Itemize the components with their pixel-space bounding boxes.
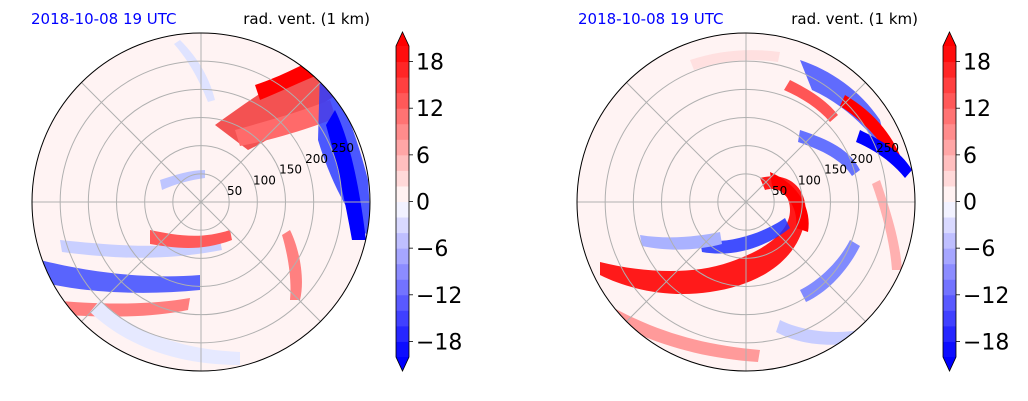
radial-label: 150: [279, 163, 302, 177]
radial-label: 200: [305, 152, 328, 166]
colorbar-tick-label: 18: [963, 51, 991, 76]
panel-left-title-left: 2018-10-08 19 UTC: [31, 10, 177, 28]
colorbar-level: [943, 263, 956, 280]
angular-gridline: [626, 201, 747, 322]
angular-gridline: [81, 82, 202, 203]
colorbar-level: [943, 46, 956, 63]
panel-left-frame: [31, 32, 371, 372]
colorbar-level: [943, 123, 956, 140]
radial-label: 150: [824, 163, 847, 177]
colorbar-level: [396, 92, 409, 109]
colorbar-level: [396, 139, 409, 156]
panel-right-title-left: 2018-10-08 19 UTC: [578, 10, 724, 28]
angular-gridline: [745, 82, 866, 203]
colorbar-level: [943, 232, 956, 249]
colorbar-level: [396, 217, 409, 234]
colorbar-level: [396, 201, 409, 218]
colorbar-level: [396, 263, 409, 280]
colorbar-level: [943, 294, 956, 311]
panel-left-colorbar: [395, 31, 413, 372]
colorbar-level: [396, 341, 409, 358]
angular-gridline: [626, 82, 747, 203]
colorbar-level: [943, 217, 956, 234]
colorbar-level: [943, 310, 956, 327]
panel-right-frame: [576, 32, 916, 372]
colorbar-extend-max: [943, 32, 956, 46]
angular-gridline: [745, 201, 866, 322]
colorbar-level: [943, 92, 956, 109]
colorbar-level: [396, 170, 409, 187]
panel-left-colorbar-ticks: −18 −12 −6 0 6 12 18: [416, 51, 462, 356]
colorbar-outline: [942, 31, 957, 372]
radial-label: 50: [227, 184, 242, 198]
colorbar-tick-label: 12: [416, 97, 444, 122]
angular-gridline: [81, 201, 202, 322]
colorbar-level: [943, 248, 956, 265]
colorbar-level: [396, 77, 409, 94]
colorbar-level: [943, 201, 956, 218]
colorbar-level: [943, 77, 956, 94]
colorbar-tick-label: −18: [416, 330, 462, 355]
panel-right-title-right: rad. vent. (1 km): [791, 10, 918, 28]
panel-left-grid: [32, 33, 370, 371]
colorbar-tick-label: 6: [963, 144, 977, 169]
panel-right-radial-labels: 50 100 150 200 250: [772, 141, 899, 198]
colorbar-outline: [395, 31, 410, 372]
panel-right-colorbar-ticks: −18 −12 −6 0 6 12 18: [963, 51, 1009, 356]
colorbar-level: [396, 185, 409, 202]
colorbar-level: [396, 46, 409, 63]
colorbar-level: [396, 279, 409, 296]
colorbar-level: [396, 310, 409, 327]
colorbar-level: [943, 154, 956, 171]
panel-right: 2018-10-08 19 UTC rad. vent. (1 km) 50 1…: [576, 10, 1009, 372]
colorbar-level: [943, 139, 956, 156]
panel-left-title-right: rad. vent. (1 km): [243, 10, 370, 28]
colorbar-level: [943, 341, 956, 358]
panel-right-grid: [577, 33, 915, 371]
colorbar-tick-label: 0: [416, 191, 430, 216]
radial-label: 250: [876, 141, 899, 155]
colorbar-level: [396, 154, 409, 171]
colorbar-level: [943, 185, 956, 202]
colorbar-level: [943, 108, 956, 125]
colorbar-extend-max: [396, 32, 409, 46]
colorbar-tick-label: −6: [963, 237, 995, 262]
colorbar-tick-label: 12: [963, 97, 991, 122]
angular-gridline: [200, 82, 321, 203]
colorbar-level: [943, 170, 956, 187]
colorbar-tick-label: 0: [963, 191, 977, 216]
colorbar-tick-label: −12: [963, 284, 1009, 309]
panel-right-colorbar: [942, 31, 960, 372]
radial-label: 100: [798, 173, 821, 187]
radial-label: 100: [253, 173, 276, 187]
colorbar-tick-label: −18: [963, 330, 1009, 355]
colorbar-level: [396, 61, 409, 78]
colorbar-tick-label: 18: [416, 51, 444, 76]
radial-label: 200: [850, 152, 873, 166]
colorbar-level: [396, 108, 409, 125]
colorbar-level: [396, 232, 409, 249]
radial-label: 250: [331, 141, 354, 155]
angular-gridline: [200, 201, 321, 322]
colorbar-level: [396, 325, 409, 342]
colorbar-extend-min: [396, 357, 409, 371]
radial-label: 50: [772, 184, 787, 198]
colorbar-extend-min: [943, 357, 956, 371]
colorbar-level: [396, 294, 409, 311]
colorbar-tick-label: −12: [416, 284, 462, 309]
colorbar-level: [943, 325, 956, 342]
colorbar-level: [396, 123, 409, 140]
colorbar-tick-label: −6: [416, 237, 448, 262]
panel-left-radial-labels: 50 100 150 200 250: [227, 141, 354, 198]
colorbar-level: [943, 279, 956, 296]
colorbar-tick-label: 6: [416, 144, 430, 169]
colorbar-level: [396, 248, 409, 265]
panel-left: 2018-10-08 19 UTC rad. vent. (1 km) 50: [31, 10, 462, 372]
colorbar-level: [943, 61, 956, 78]
